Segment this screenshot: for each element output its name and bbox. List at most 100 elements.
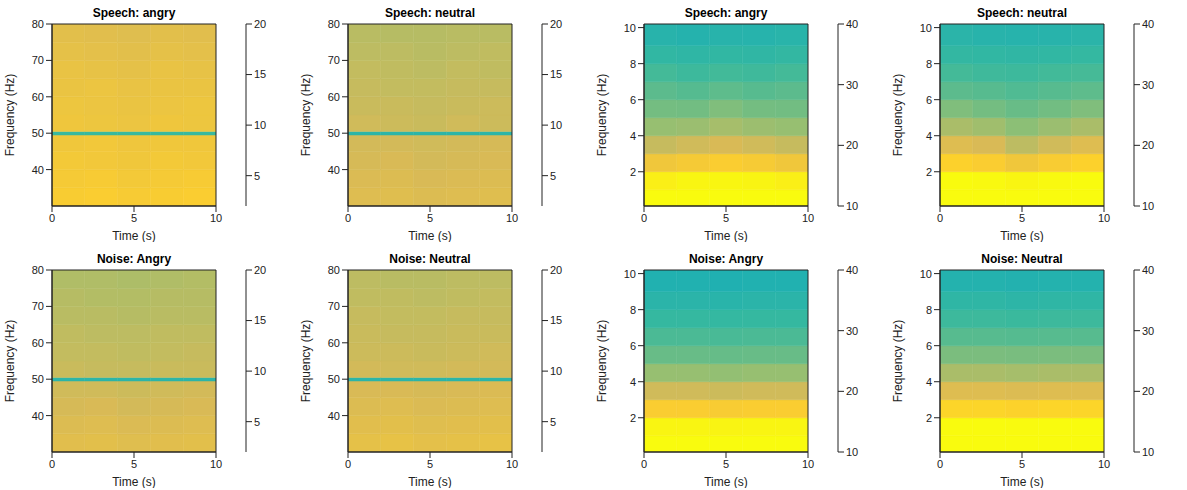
svg-text:20: 20	[550, 18, 562, 30]
svg-text:10: 10	[846, 446, 858, 458]
svg-text:0: 0	[49, 458, 55, 470]
svg-text:2: 2	[630, 166, 636, 178]
svg-text:Frequency (Hz): Frequency (Hz)	[892, 320, 905, 403]
svg-text:80: 80	[32, 264, 44, 276]
svg-text:5: 5	[1019, 212, 1025, 224]
svg-text:5: 5	[550, 170, 556, 182]
svg-text:10: 10	[846, 200, 858, 212]
svg-text:10: 10	[506, 458, 518, 470]
svg-text:5: 5	[427, 458, 433, 470]
svg-text:60: 60	[32, 337, 44, 349]
svg-text:5: 5	[1019, 458, 1025, 470]
svg-text:Time (s): Time (s)	[704, 475, 748, 488]
svg-text:Frequency (Hz): Frequency (Hz)	[300, 74, 313, 157]
svg-text:4: 4	[926, 130, 932, 142]
svg-text:10: 10	[1142, 446, 1154, 458]
svg-text:6: 6	[630, 340, 636, 352]
svg-text:Frequency (Hz): Frequency (Hz)	[596, 320, 609, 403]
svg-text:10: 10	[254, 119, 266, 131]
svg-text:2: 2	[926, 166, 932, 178]
svg-text:Frequency (Hz): Frequency (Hz)	[892, 74, 905, 157]
svg-text:10: 10	[624, 268, 636, 280]
svg-text:60: 60	[328, 337, 340, 349]
svg-text:5: 5	[723, 212, 729, 224]
svg-text:4: 4	[926, 376, 932, 388]
svg-text:20: 20	[550, 264, 562, 276]
svg-text:0: 0	[345, 458, 351, 470]
svg-text:0: 0	[641, 458, 647, 470]
svg-text:20: 20	[846, 139, 858, 151]
svg-text:Time (s): Time (s)	[1000, 229, 1044, 242]
svg-text:80: 80	[328, 18, 340, 30]
svg-text:10: 10	[1098, 458, 1110, 470]
svg-text:50: 50	[32, 127, 44, 139]
svg-text:10: 10	[1142, 200, 1154, 212]
svg-text:80: 80	[328, 264, 340, 276]
svg-text:30: 30	[1142, 79, 1154, 91]
svg-text:10: 10	[550, 119, 562, 131]
svg-text:8: 8	[630, 304, 636, 316]
svg-text:10: 10	[920, 268, 932, 280]
svg-text:10: 10	[624, 22, 636, 34]
svg-text:Frequency (Hz): Frequency (Hz)	[4, 320, 17, 403]
svg-text:5: 5	[131, 212, 137, 224]
svg-text:80: 80	[32, 18, 44, 30]
svg-text:Frequency (Hz): Frequency (Hz)	[300, 320, 313, 403]
svg-text:8: 8	[926, 304, 932, 316]
svg-text:70: 70	[32, 54, 44, 66]
svg-text:0: 0	[49, 212, 55, 224]
svg-text:4: 4	[630, 130, 636, 142]
svg-text:40: 40	[846, 18, 858, 30]
svg-text:15: 15	[550, 68, 562, 80]
svg-text:10: 10	[210, 212, 222, 224]
svg-text:70: 70	[32, 300, 44, 312]
svg-text:40: 40	[328, 164, 340, 176]
svg-text:40: 40	[846, 264, 858, 276]
svg-text:10: 10	[210, 458, 222, 470]
svg-text:20: 20	[254, 264, 266, 276]
svg-text:20: 20	[254, 18, 266, 30]
svg-text:Time (s): Time (s)	[408, 475, 452, 488]
svg-text:Time (s): Time (s)	[704, 229, 748, 242]
svg-text:50: 50	[32, 373, 44, 385]
svg-text:0: 0	[641, 212, 647, 224]
svg-text:20: 20	[846, 385, 858, 397]
svg-text:15: 15	[550, 314, 562, 326]
svg-text:20: 20	[1142, 385, 1154, 397]
svg-text:30: 30	[1142, 325, 1154, 337]
svg-text:60: 60	[328, 91, 340, 103]
svg-text:6: 6	[630, 94, 636, 106]
svg-text:40: 40	[32, 410, 44, 422]
svg-text:70: 70	[328, 54, 340, 66]
svg-text:15: 15	[254, 314, 266, 326]
svg-text:Time (s): Time (s)	[408, 229, 452, 242]
svg-text:50: 50	[328, 127, 340, 139]
svg-text:10: 10	[550, 365, 562, 377]
svg-text:5: 5	[550, 416, 556, 428]
svg-text:Time (s): Time (s)	[1000, 475, 1044, 488]
svg-text:40: 40	[328, 410, 340, 422]
svg-text:60: 60	[32, 91, 44, 103]
svg-text:15: 15	[254, 68, 266, 80]
svg-text:5: 5	[254, 416, 260, 428]
svg-text:5: 5	[427, 212, 433, 224]
svg-text:Time (s): Time (s)	[112, 229, 156, 242]
svg-text:10: 10	[506, 212, 518, 224]
svg-text:Frequency (Hz): Frequency (Hz)	[4, 74, 17, 157]
svg-text:5: 5	[131, 458, 137, 470]
svg-text:10: 10	[254, 365, 266, 377]
svg-text:0: 0	[937, 212, 943, 224]
svg-text:4: 4	[630, 376, 636, 388]
svg-text:Frequency (Hz): Frequency (Hz)	[596, 74, 609, 157]
svg-text:6: 6	[926, 94, 932, 106]
svg-text:5: 5	[723, 458, 729, 470]
svg-text:10: 10	[920, 22, 932, 34]
svg-text:70: 70	[328, 300, 340, 312]
svg-text:6: 6	[926, 340, 932, 352]
svg-text:Time (s): Time (s)	[112, 475, 156, 488]
svg-text:10: 10	[802, 458, 814, 470]
svg-text:30: 30	[846, 325, 858, 337]
svg-text:2: 2	[630, 412, 636, 424]
svg-text:8: 8	[630, 58, 636, 70]
svg-text:10: 10	[802, 212, 814, 224]
